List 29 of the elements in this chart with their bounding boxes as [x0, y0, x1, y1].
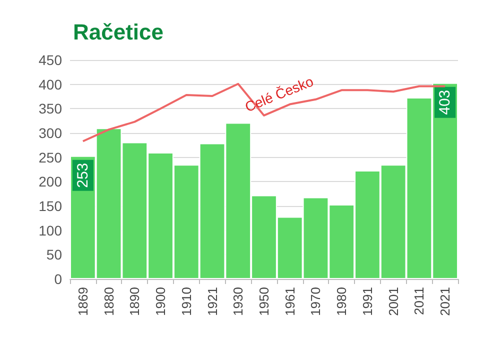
- x-tick-label: 1970: [308, 287, 324, 316]
- y-tick-label: 250: [38, 149, 62, 166]
- x-tick-label: 2001: [386, 287, 401, 316]
- x-tick-label: 1869: [75, 287, 90, 316]
- x-tick-label: 1880: [101, 287, 116, 316]
- y-tick-label: 0: [54, 271, 62, 287]
- x-tick-label: 1991: [360, 287, 375, 316]
- x-tick-label: 2021: [438, 287, 453, 316]
- text: Celé Česko: [242, 72, 316, 115]
- y-tick-label: 100: [38, 222, 62, 238]
- x-tick-label: 2011: [412, 287, 427, 315]
- x-tick-label: 1900: [153, 287, 168, 316]
- y-tick-label: 450: [38, 52, 62, 68]
- chart-title: Račetice: [73, 20, 164, 44]
- y-tick-label: 350: [38, 100, 62, 117]
- y-tick-label: 200: [38, 174, 62, 190]
- x-tick-label: 1950: [256, 287, 272, 316]
- x-tick-label: 1921: [204, 287, 220, 316]
- x-tick-label: 1890: [127, 287, 142, 316]
- data-label: 253: [74, 162, 92, 188]
- x-tick-label: 1910: [178, 287, 194, 316]
- x-tick-label: 1930: [230, 287, 246, 316]
- data-label: 403: [436, 90, 454, 115]
- y-tick-label: 150: [38, 198, 62, 214]
- x-tick-label: 1980: [334, 287, 350, 316]
- x-tick-label: 1961: [282, 287, 298, 316]
- y-tick-label: 50: [46, 246, 62, 263]
- y-tick-label: 300: [38, 125, 62, 141]
- y-tick-label: 400: [38, 76, 62, 92]
